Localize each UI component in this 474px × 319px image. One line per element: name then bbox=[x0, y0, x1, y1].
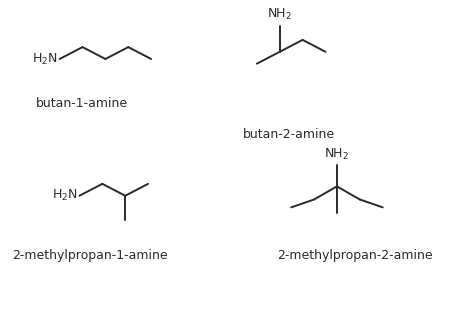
Text: 2-methylpropan-2-amine: 2-methylpropan-2-amine bbox=[277, 249, 432, 262]
Text: H$_2$N: H$_2$N bbox=[32, 51, 57, 67]
Text: NH$_2$: NH$_2$ bbox=[325, 146, 349, 161]
Text: 2-methylpropan-1-amine: 2-methylpropan-1-amine bbox=[13, 249, 168, 262]
Text: butan-2-amine: butan-2-amine bbox=[243, 128, 335, 141]
Text: NH$_2$: NH$_2$ bbox=[267, 7, 292, 22]
Text: butan-1-amine: butan-1-amine bbox=[36, 97, 128, 110]
Text: H$_2$N: H$_2$N bbox=[52, 188, 77, 203]
